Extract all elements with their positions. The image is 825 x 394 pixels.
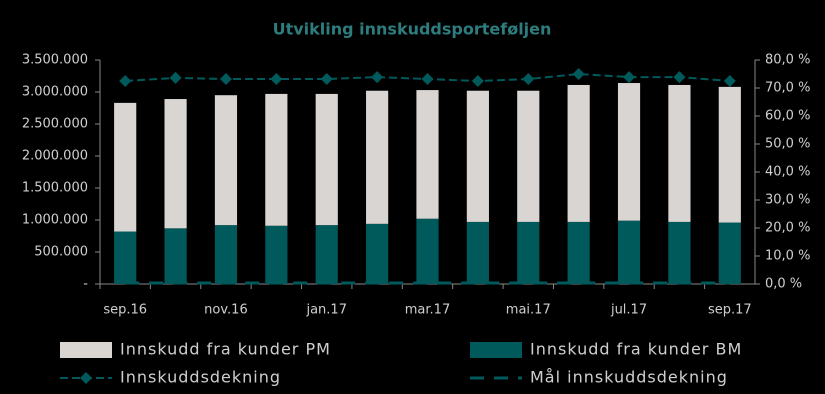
- bar: [567, 221, 590, 284]
- marker: [119, 75, 132, 87]
- y-tick-label: 3.500.000: [22, 53, 88, 68]
- y-tick-label: 1.000.000: [22, 213, 88, 228]
- marker: [421, 73, 434, 86]
- y2-tick-label: 40,0 %: [765, 165, 810, 180]
- marker: [723, 75, 736, 87]
- chart-title: Utvikling innskuddsporteføljen: [273, 20, 552, 39]
- legend-label: Innskudd fra kunder PM: [120, 340, 331, 359]
- bar: [315, 225, 338, 284]
- x-tick-label: mai.17: [506, 303, 551, 318]
- bar: [718, 222, 741, 284]
- y-tick-label: 3.000.000: [22, 85, 88, 100]
- y2-tick-label: 50,0 %: [765, 137, 810, 152]
- bar: [114, 102, 137, 232]
- marker: [572, 68, 585, 80]
- bar: [366, 223, 389, 284]
- x-tick-label: sep.17: [708, 303, 752, 318]
- bar: [718, 86, 741, 223]
- y-tick-label: 2.500.000: [22, 117, 88, 132]
- y2-tick-label: 30,0 %: [765, 193, 810, 208]
- bar: [567, 84, 590, 222]
- legend-swatch: [60, 342, 112, 358]
- marker: [673, 71, 686, 84]
- marker: [169, 71, 182, 84]
- x-tick-label: jul.17: [610, 303, 647, 318]
- bar: [366, 90, 389, 224]
- bar: [517, 221, 540, 284]
- bar: [668, 84, 691, 222]
- legend-label: Mål innskuddsdekning: [530, 368, 728, 387]
- bar: [164, 99, 187, 229]
- bar: [517, 90, 540, 222]
- legend-marker: [80, 372, 92, 384]
- marker: [623, 71, 636, 84]
- marker: [270, 73, 283, 86]
- bar: [416, 218, 439, 284]
- x-tick-label: nov.16: [204, 303, 248, 318]
- bar: [315, 93, 338, 226]
- y-tick-label: 500.000: [34, 245, 88, 260]
- y2-tick-label: 80,0 %: [765, 53, 810, 68]
- bar: [164, 228, 187, 284]
- bar: [617, 83, 641, 221]
- bar: [265, 225, 288, 284]
- legend-label: Innskudd fra kunder BM: [530, 340, 742, 359]
- bar: [466, 90, 489, 222]
- bar: [265, 93, 288, 226]
- marker: [471, 75, 484, 87]
- y2-tick-label: 10,0 %: [765, 249, 810, 264]
- legend-label: Innskuddsdekning: [120, 368, 281, 387]
- y-tick-label: -: [83, 277, 88, 292]
- y2-tick-label: 60,0 %: [765, 109, 810, 124]
- x-tick-label: mar.17: [405, 303, 450, 318]
- marker: [371, 71, 384, 84]
- bar: [617, 220, 641, 284]
- x-tick-label: jan.17: [305, 303, 347, 318]
- bar: [214, 225, 238, 284]
- marker: [522, 73, 535, 86]
- bar: [416, 90, 439, 219]
- y2-tick-label: 70,0 %: [765, 81, 810, 96]
- marker: [219, 73, 232, 86]
- x-tick-label: sep.16: [103, 303, 147, 318]
- y-tick-label: 1.500.000: [22, 181, 88, 196]
- bar: [466, 221, 489, 284]
- bar: [114, 231, 137, 284]
- bar: [214, 95, 238, 226]
- marker: [320, 73, 333, 86]
- y2-tick-label: 0,0 %: [765, 277, 802, 292]
- legend-swatch: [470, 342, 522, 358]
- bar: [668, 221, 691, 284]
- y-tick-label: 2.000.000: [22, 149, 88, 164]
- y2-tick-label: 20,0 %: [765, 221, 810, 236]
